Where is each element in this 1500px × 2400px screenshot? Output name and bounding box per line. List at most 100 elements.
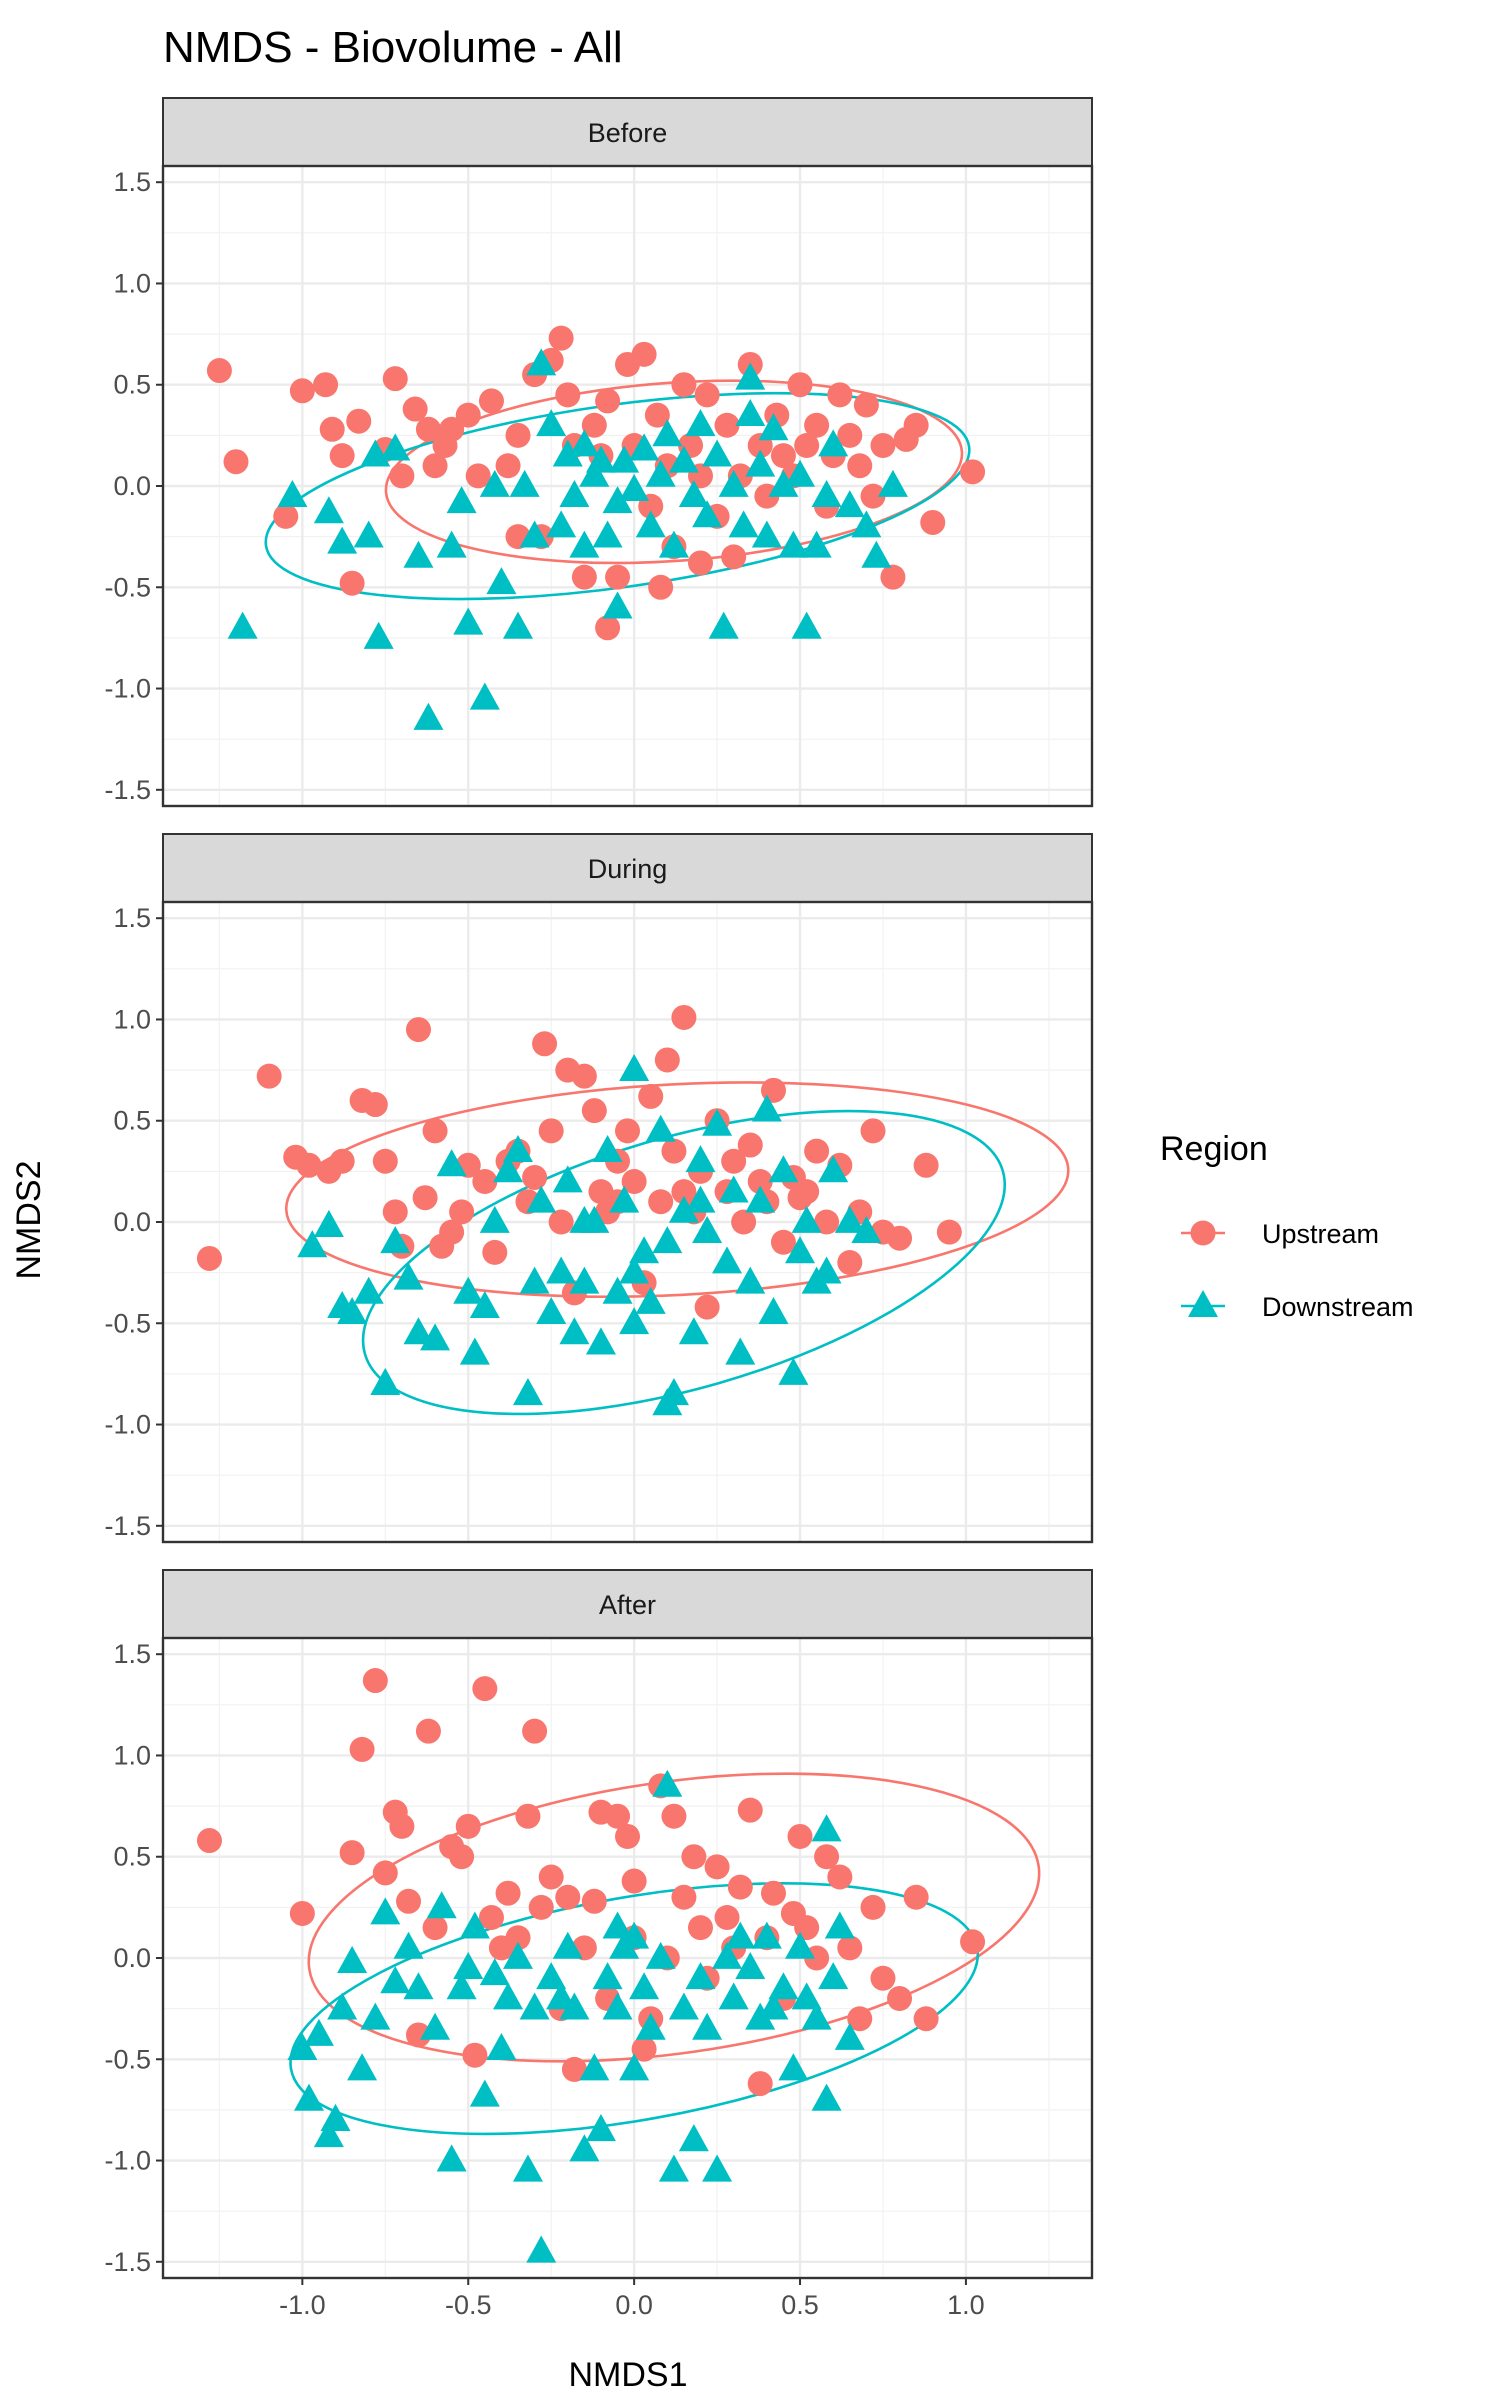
data-point-downstream bbox=[851, 510, 882, 538]
data-point-downstream bbox=[227, 611, 258, 639]
data-point-upstream bbox=[273, 503, 299, 529]
data-point-upstream bbox=[289, 1900, 315, 1926]
upstream-ellipse bbox=[284, 1081, 1070, 1299]
data-point-downstream bbox=[446, 1972, 477, 2000]
data-point-downstream bbox=[337, 1297, 368, 1325]
data-point-upstream bbox=[405, 1017, 431, 1043]
y-tick-label: -1.0 bbox=[104, 1410, 151, 1440]
data-point-upstream bbox=[903, 412, 929, 438]
data-point-upstream bbox=[462, 2042, 488, 2068]
data-point-downstream bbox=[758, 1992, 789, 2020]
data-point-downstream bbox=[579, 2053, 610, 2081]
data-point-downstream bbox=[877, 469, 908, 497]
y-tick-label: 0.5 bbox=[113, 1842, 151, 1872]
data-point-downstream bbox=[745, 449, 776, 477]
data-point-downstream bbox=[602, 1911, 633, 1939]
data-point-downstream bbox=[327, 1992, 358, 2020]
data-point-downstream bbox=[609, 445, 640, 473]
data-point-downstream bbox=[493, 1155, 524, 1183]
data-point-downstream bbox=[493, 1982, 524, 2010]
x-axis-title: NMDS1 bbox=[568, 2356, 687, 2394]
data-point-downstream bbox=[735, 1266, 766, 1294]
data-point-downstream bbox=[692, 2012, 723, 2040]
data-point-upstream bbox=[256, 1063, 282, 1089]
data-point-upstream bbox=[870, 432, 896, 458]
data-point-upstream bbox=[561, 2056, 587, 2082]
data-point-upstream bbox=[847, 2006, 873, 2032]
data-point-downstream bbox=[645, 459, 676, 487]
data-point-upstream bbox=[605, 1803, 631, 1829]
data-point-upstream bbox=[405, 2022, 431, 2048]
data-point-downstream bbox=[785, 1236, 816, 1264]
data-point-downstream bbox=[459, 1337, 490, 1365]
data-point-upstream bbox=[853, 392, 879, 418]
data-point-upstream bbox=[681, 1844, 707, 1870]
data-point-downstream bbox=[658, 530, 689, 558]
data-point-downstream bbox=[725, 1921, 756, 1949]
x-tick-label: -1.0 bbox=[279, 2290, 326, 2320]
data-point-upstream bbox=[412, 1185, 438, 1211]
y-tick-label: -1.0 bbox=[104, 2146, 151, 2176]
downstream-points bbox=[287, 1769, 865, 2263]
data-point-upstream bbox=[472, 1168, 498, 1194]
data-point-upstream bbox=[555, 1884, 581, 1910]
data-point-upstream bbox=[638, 1083, 664, 1109]
data-point-downstream bbox=[459, 1911, 490, 1939]
panel-after: After 1.5 1.0 0.5 0.0 -0.5 -1.0 -1.5 bbox=[104, 1569, 1094, 2280]
data-point-downstream bbox=[512, 1378, 543, 1406]
data-point-downstream bbox=[436, 1149, 467, 1177]
facet-strip bbox=[162, 1569, 1093, 1639]
data-point-downstream bbox=[403, 540, 434, 568]
data-point-upstream bbox=[770, 1229, 796, 1255]
data-point-upstream bbox=[960, 1929, 986, 1955]
data-point-upstream bbox=[196, 1245, 222, 1271]
data-point-upstream bbox=[478, 1904, 504, 1930]
data-point-downstream bbox=[619, 2053, 650, 2081]
legend-entries: Upstream Downstream bbox=[1181, 1219, 1414, 1322]
data-point-downstream bbox=[652, 1388, 683, 1416]
x-tick-label: 0.5 bbox=[781, 2290, 819, 2320]
data-point-upstream bbox=[478, 388, 504, 414]
data-point-upstream bbox=[860, 483, 886, 509]
data-point-downstream bbox=[536, 409, 567, 437]
data-point-upstream bbox=[522, 1718, 548, 1744]
data-point-downstream bbox=[801, 2002, 832, 2030]
panel-border bbox=[161, 1636, 1094, 2280]
data-point-upstream bbox=[737, 1797, 763, 1823]
data-point-downstream bbox=[512, 2154, 543, 2182]
data-point-downstream bbox=[293, 2083, 324, 2111]
data-point-downstream bbox=[403, 1972, 434, 2000]
data-point-downstream bbox=[735, 1952, 766, 1980]
data-point-upstream bbox=[661, 1138, 687, 1164]
data-point-upstream bbox=[721, 1148, 747, 1174]
data-point-downstream bbox=[629, 1972, 660, 2000]
data-point-downstream bbox=[552, 439, 583, 467]
data-point-upstream bbox=[621, 1168, 647, 1194]
data-point-upstream bbox=[920, 509, 946, 535]
y-tick-label: 0.0 bbox=[113, 1943, 151, 1973]
data-point-downstream bbox=[685, 409, 716, 437]
data-point-upstream bbox=[362, 1092, 388, 1118]
data-point-upstream bbox=[787, 1823, 813, 1849]
downstream-points bbox=[297, 1053, 882, 1416]
data-point-downstream bbox=[824, 1911, 855, 1939]
data-point-upstream bbox=[422, 1915, 448, 1941]
data-point-downstream bbox=[602, 591, 633, 619]
data-point-upstream bbox=[654, 1047, 680, 1073]
data-point-downstream bbox=[619, 473, 650, 501]
data-point-downstream bbox=[718, 1175, 749, 1203]
data-point-downstream bbox=[791, 611, 822, 639]
data-point-upstream bbox=[439, 1219, 465, 1245]
data-point-upstream bbox=[694, 1294, 720, 1320]
data-point-downstream bbox=[692, 500, 723, 528]
x-tick-label: -0.5 bbox=[445, 2290, 492, 2320]
data-point-upstream bbox=[522, 1164, 548, 1190]
data-point-upstream bbox=[581, 412, 607, 438]
data-point-downstream bbox=[712, 1941, 743, 1969]
data-point-upstream bbox=[760, 1880, 786, 1906]
y-tick-label: 0.5 bbox=[113, 1106, 151, 1136]
data-point-downstream bbox=[380, 433, 411, 461]
data-point-downstream bbox=[702, 1108, 733, 1136]
data-point-downstream bbox=[403, 1317, 434, 1345]
data-point-downstream bbox=[629, 433, 660, 461]
